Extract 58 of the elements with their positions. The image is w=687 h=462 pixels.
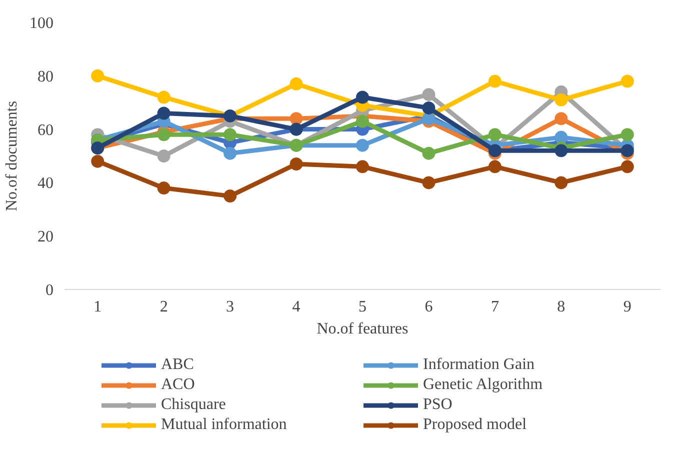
legend-label: Mutual information <box>161 416 288 434</box>
point <box>554 112 568 126</box>
y-tick-label: 80 <box>38 68 54 86</box>
point <box>422 146 436 160</box>
x-axis-title: No.of features <box>316 320 408 338</box>
point <box>290 77 303 90</box>
point <box>356 138 369 152</box>
point <box>554 176 568 190</box>
point <box>157 182 170 195</box>
legend-label: Chisquare <box>161 396 227 414</box>
point <box>488 74 502 88</box>
legend-label: PSO <box>423 396 454 414</box>
y-tick-label: 20 <box>38 228 54 246</box>
y-axis-title: No.of documents <box>4 100 20 212</box>
x-tick-label: 5 <box>358 298 366 316</box>
y-tick-label: 100 <box>30 15 54 32</box>
point <box>356 114 369 128</box>
x-tick-label: 6 <box>424 298 433 316</box>
legend-label: ACO <box>161 376 196 394</box>
y-tick-label: 60 <box>38 122 54 139</box>
point <box>290 158 303 170</box>
point <box>620 160 634 174</box>
point <box>290 112 303 126</box>
y-tick-label: 0 <box>46 282 54 299</box>
point <box>422 101 436 114</box>
x-tick-label: 4 <box>292 298 300 316</box>
point <box>157 150 170 162</box>
point <box>356 160 369 174</box>
x-tick-label: 3 <box>226 298 234 316</box>
point <box>224 146 237 160</box>
point <box>356 90 369 104</box>
point <box>422 112 436 126</box>
x-tick-label: 9 <box>623 298 632 316</box>
point <box>224 190 237 203</box>
x-tick-label: 1 <box>94 298 102 316</box>
point <box>620 74 634 88</box>
point <box>554 130 568 144</box>
point <box>157 90 170 104</box>
legend-label: ABC <box>161 356 195 374</box>
point <box>554 144 568 158</box>
y-tick-label: 40 <box>38 175 54 192</box>
point <box>91 69 104 82</box>
point <box>224 128 237 142</box>
x-tick-label: 2 <box>160 298 168 316</box>
point <box>91 154 104 168</box>
point <box>488 160 502 174</box>
legend-label: Information Gain <box>423 356 536 374</box>
point <box>422 176 436 190</box>
point <box>157 128 170 142</box>
point <box>554 93 568 106</box>
legend-label: Genetic Algorithm <box>423 376 544 394</box>
point <box>157 106 170 120</box>
x-tick-label: 8 <box>557 298 566 316</box>
legend-label: Proposed model <box>423 416 528 434</box>
point <box>422 88 436 102</box>
point <box>620 128 634 142</box>
x-tick-label: 7 <box>490 298 499 316</box>
point <box>488 128 502 142</box>
